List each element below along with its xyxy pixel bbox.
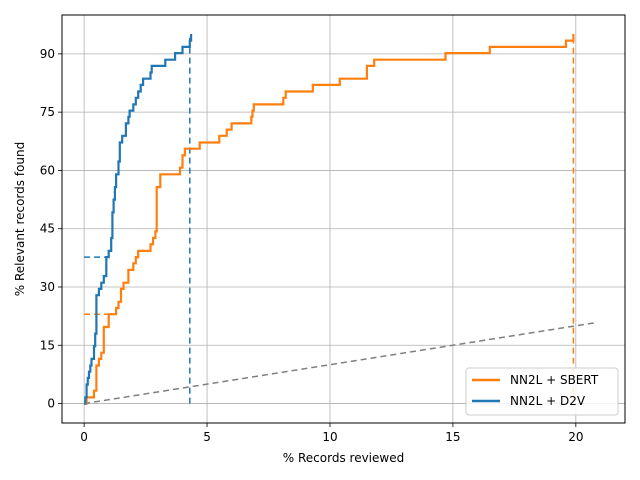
y-axis: 0 15 30 45 60 75 90	[40, 47, 62, 411]
series-line-1	[84, 34, 193, 405]
y-tick-label: 60	[40, 163, 55, 177]
legend-label-d2v: NN2L + D2V	[510, 394, 586, 408]
x-tick-label: 20	[568, 430, 583, 444]
legend-label-sbert: NN2L + SBERT	[510, 373, 599, 387]
series-line-0	[84, 34, 575, 405]
reference-line	[83, 321, 596, 405]
x-axis: 0 5 10 15 20	[80, 423, 583, 444]
x-tick-label: 0	[80, 430, 88, 444]
x-axis-label: % Records reviewed	[283, 451, 404, 465]
y-tick-label: 45	[40, 222, 55, 236]
y-tick-label: 30	[40, 280, 55, 294]
x-tick-label: 15	[445, 430, 460, 444]
series-lines	[84, 34, 575, 405]
plot-frame	[61, 14, 626, 424]
y-tick-label: 15	[40, 338, 55, 352]
y-tick-label: 0	[47, 397, 55, 411]
x-tick-label: 5	[203, 430, 211, 444]
y-tick-label: 90	[40, 47, 55, 61]
y-tick-label: 75	[40, 105, 55, 119]
x-tick-label: 10	[322, 430, 337, 444]
legend-box	[465, 367, 619, 416]
y-axis-label: % Relevant records found	[13, 142, 27, 297]
legend: NN2L + SBERT NN2L + D2V	[465, 367, 619, 416]
